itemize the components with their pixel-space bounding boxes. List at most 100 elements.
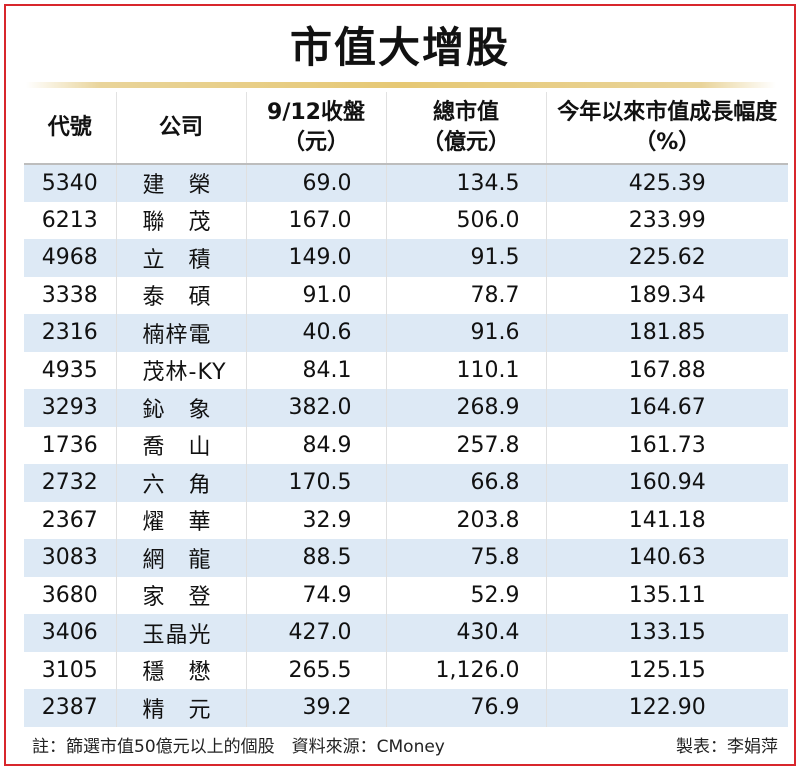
cell-code: 2387	[41, 695, 98, 721]
cell-code: 6213	[41, 207, 98, 233]
cell-market-cap: 134.5	[385, 164, 546, 202]
cell-company: 網 龍	[115, 539, 246, 577]
cell-market-cap: 75.8	[385, 539, 546, 577]
cell-code: 3338	[41, 282, 98, 308]
source-note: 註：篩選市值50億元以上的個股 資料來源：CMoney	[32, 737, 445, 757]
header-growth: 今年以來市值成長幅度 （%）	[545, 92, 788, 165]
cell-close-price: 149.0	[245, 239, 386, 277]
chart-frame: 市值大增股 代號 公司 9/12收盤 （元） 總	[4, 4, 796, 766]
cell-company: 泰 碩	[115, 276, 246, 314]
cell-code: 5340	[41, 170, 98, 196]
cell-code: 2732	[41, 470, 98, 496]
table-maker-credit: 製表：李娟萍	[676, 737, 778, 757]
cell-growth: 133.15	[545, 614, 788, 652]
table-row: 3105 穩 懋 265.5 1,126.0 125.15	[24, 651, 788, 689]
header-cap-line1: 總市值	[432, 99, 499, 125]
cell-code: 3406	[41, 620, 98, 646]
cell-close-price: 39.2	[245, 689, 386, 727]
cell-growth: 161.73	[545, 426, 788, 464]
cell-market-cap: 91.6	[385, 314, 546, 352]
cell-company: 喬 山	[115, 426, 246, 464]
cell-market-cap: 1,126.0	[385, 651, 546, 689]
table-body: 5340 建 榮 69.0 134.5 425.39 6213 聯 茂 167.0 506.0 2…	[24, 164, 788, 727]
table-row: 2316 楠梓電 40.6 91.6 181.85	[24, 314, 788, 352]
cell-growth: 122.90	[545, 689, 788, 727]
cell-company: 六 角	[115, 464, 246, 502]
cell-close-price: 91.0	[245, 276, 386, 314]
cell-company: 楠梓電	[115, 314, 246, 352]
header-price-line1: 9/12收盤	[267, 99, 365, 125]
table-row: 6213 聯 茂 167.0 506.0 233.99	[24, 201, 788, 239]
cell-company: 燿 華	[115, 501, 246, 539]
cell-growth: 135.11	[545, 576, 788, 614]
header-company: 公司	[115, 92, 246, 165]
cell-code: 1736	[41, 432, 98, 458]
cell-close-price: 88.5	[245, 539, 386, 577]
table-row: 2732 六 角 170.5 66.8 160.94	[24, 464, 788, 502]
cell-company: 茂林-KY	[115, 351, 246, 389]
cell-close-price: 265.5	[245, 651, 386, 689]
cell-growth: 141.18	[545, 501, 788, 539]
table-row: 2367 燿 華 32.9 203.8 141.18	[24, 501, 788, 539]
cell-growth: 189.34	[545, 276, 788, 314]
cell-code: 2316	[41, 320, 98, 346]
cell-growth: 225.62	[545, 239, 788, 277]
cell-market-cap: 257.8	[385, 426, 546, 464]
cell-close-price: 382.0	[245, 389, 386, 427]
cell-growth: 167.88	[545, 351, 788, 389]
cell-market-cap: 78.7	[385, 276, 546, 314]
cell-growth: 425.39	[545, 164, 788, 202]
cell-close-price: 167.0	[245, 201, 386, 239]
cell-market-cap: 52.9	[385, 576, 546, 614]
cell-growth: 140.63	[545, 539, 788, 577]
cell-market-cap: 430.4	[385, 614, 546, 652]
table-row: 3680 家 登 74.9 52.9 135.11	[24, 576, 788, 614]
cell-market-cap: 203.8	[385, 501, 546, 539]
cell-growth: 164.67	[545, 389, 788, 427]
table-row: 4935 茂林-KY 84.1 110.1 167.88	[24, 351, 788, 389]
header-price-line2: （元）	[282, 129, 349, 155]
table-row: 3338 泰 碩 91.0 78.7 189.34	[24, 276, 788, 314]
cell-close-price: 74.9	[245, 576, 386, 614]
cell-market-cap: 76.9	[385, 689, 546, 727]
cell-market-cap: 506.0	[385, 201, 546, 239]
footer: 註：篩選市值50億元以上的個股 資料來源：CMoney 製表：李娟萍	[24, 733, 788, 761]
cell-close-price: 40.6	[245, 314, 386, 352]
cell-company: 家 登	[115, 576, 246, 614]
cell-code: 3083	[41, 545, 98, 571]
table-row: 3083 網 龍 88.5 75.8 140.63	[24, 539, 788, 577]
cell-code: 4935	[41, 357, 98, 383]
cell-growth: 125.15	[545, 651, 788, 689]
cell-market-cap: 110.1	[385, 351, 546, 389]
table-row: 4968 立 積 149.0 91.5 225.62	[24, 239, 788, 277]
cell-company: 鈊 象	[115, 389, 246, 427]
title-divider	[26, 82, 776, 88]
cell-close-price: 84.1	[245, 351, 386, 389]
table-row: 5340 建 榮 69.0 134.5 425.39	[24, 164, 788, 202]
cell-close-price: 84.9	[245, 426, 386, 464]
stock-table-container: 代號 公司 9/12收盤 （元） 總市值 （億元） 今年以來市值成長幅度 （%）	[24, 92, 788, 727]
header-market-cap: 總市值 （億元）	[385, 92, 546, 165]
header-price: 9/12收盤 （元）	[245, 92, 386, 165]
header-growth-line1: 今年以來市值成長幅度	[557, 99, 778, 125]
cell-company: 精 元	[115, 689, 246, 727]
cell-close-price: 69.0	[245, 164, 386, 202]
header-growth-line2: （%）	[634, 129, 701, 155]
cell-market-cap: 66.8	[385, 464, 546, 502]
cell-company: 立 積	[115, 239, 246, 277]
cell-close-price: 427.0	[245, 614, 386, 652]
cell-code: 3680	[41, 582, 98, 608]
cell-growth: 181.85	[545, 314, 788, 352]
cell-code: 3293	[41, 395, 98, 421]
page-title: 市值大增股	[289, 23, 510, 72]
header-cap-line2: （億元）	[421, 129, 510, 155]
cell-company: 玉晶光	[115, 614, 246, 652]
cell-code: 2367	[41, 507, 98, 533]
cell-company: 建 榮	[115, 164, 246, 202]
cell-code: 4968	[41, 245, 98, 271]
cell-close-price: 170.5	[245, 464, 386, 502]
cell-growth: 233.99	[545, 201, 788, 239]
header-code: 代號	[24, 92, 116, 165]
table-row: 1736 喬 山 84.9 257.8 161.73	[24, 426, 788, 464]
cell-code: 3105	[41, 657, 98, 683]
